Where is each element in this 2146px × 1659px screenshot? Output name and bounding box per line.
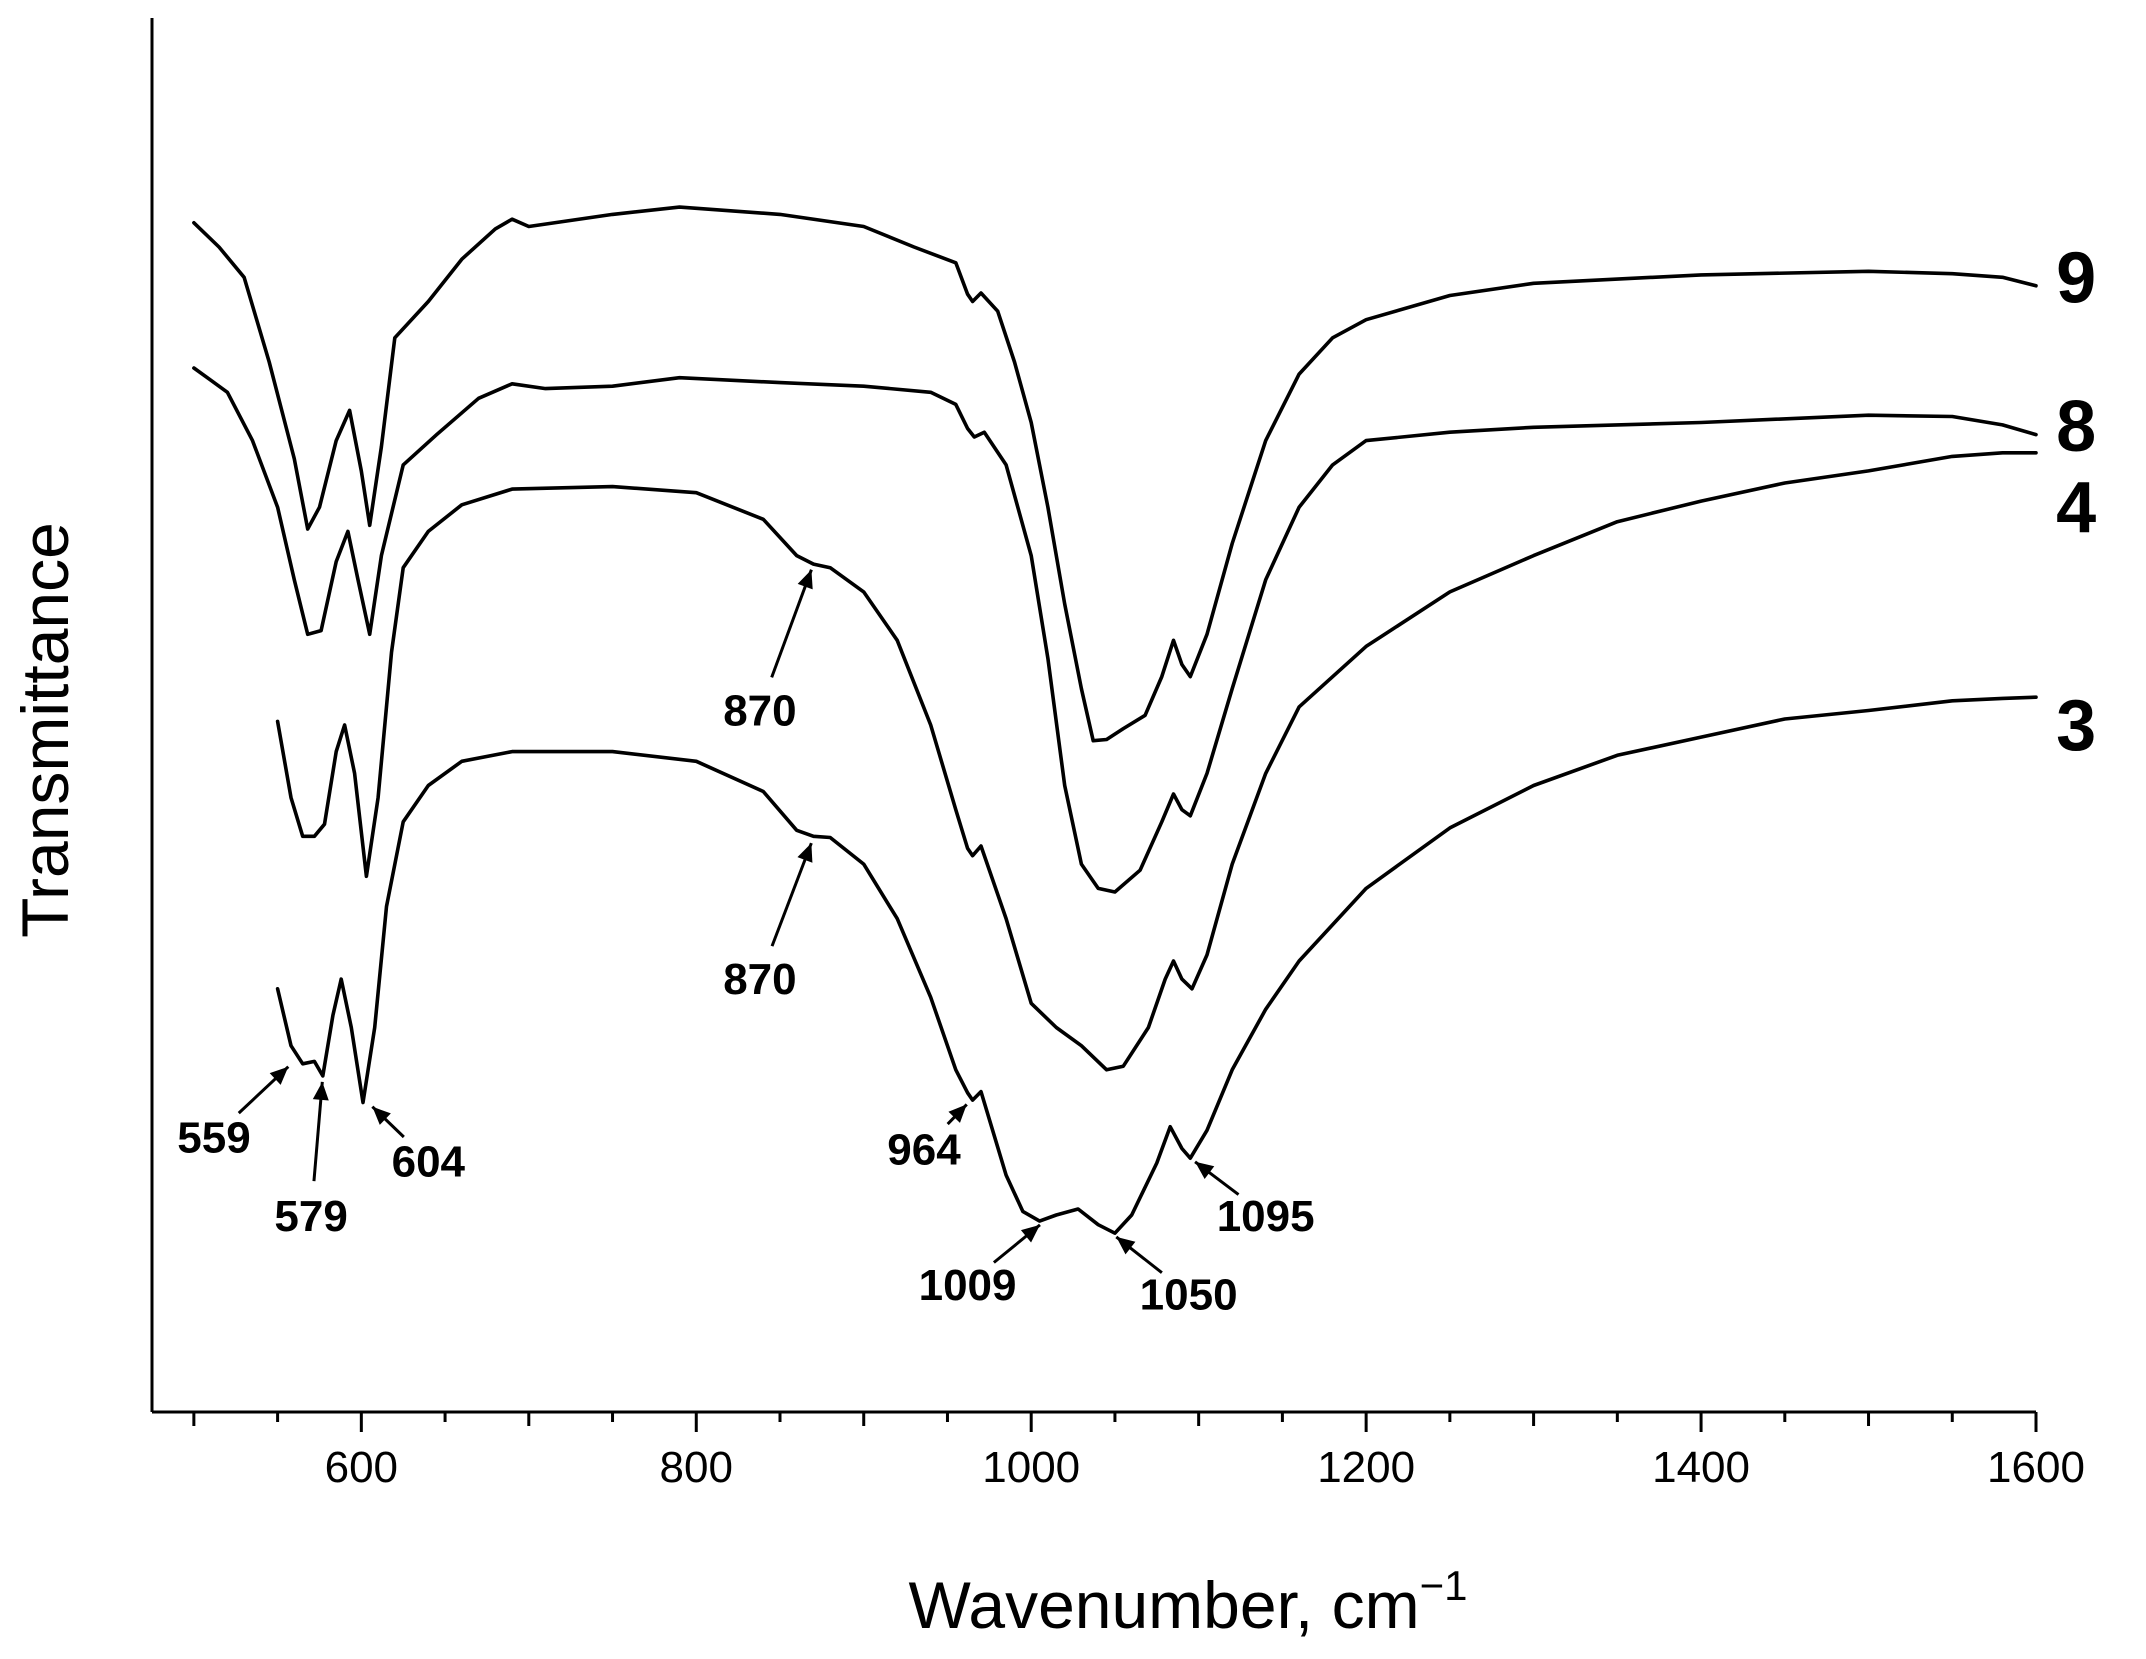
annotation-arrowhead xyxy=(1195,1161,1215,1180)
spectrum-line-3 xyxy=(275,695,2038,1235)
annotation-arrowhead xyxy=(1020,1224,1040,1243)
spectrum-line-8 xyxy=(192,366,2038,894)
series-labels: 9 84 3 xyxy=(2056,238,2096,766)
series-label-8: 8 xyxy=(2056,387,2096,467)
x-axis-title-text: Wavenumber, cm xyxy=(909,1568,1420,1642)
annotation-label-579: 579 xyxy=(274,1192,347,1241)
x-tick-label: 1600 xyxy=(1987,1443,2085,1492)
series-label-4: 4 xyxy=(2056,468,2096,548)
x-axis-tick-labels: 600 800 1000 1200 1400 1600 xyxy=(325,1443,2085,1492)
series-label-3: 3 xyxy=(2056,686,2096,766)
annotation-arrowhead xyxy=(312,1081,329,1101)
annotation-arrow xyxy=(770,842,813,947)
spectrum-line-4 xyxy=(275,451,2038,1072)
annotation-label-1009: 1009 xyxy=(919,1261,1017,1310)
annotation-arrow xyxy=(770,569,813,678)
x-tick-label: 1200 xyxy=(1317,1443,1415,1492)
annotation-label-559: 559 xyxy=(177,1113,250,1162)
annotation-arrowhead xyxy=(1116,1236,1136,1255)
annotation-label-1050: 1050 xyxy=(1140,1271,1238,1320)
annotation-arrowhead xyxy=(797,569,813,590)
x-axis-title: Wavenumber, cm−1 xyxy=(909,1562,1468,1642)
annotation-label-870: 870 xyxy=(723,686,796,735)
annotation-label-964: 964 xyxy=(887,1126,961,1175)
annotation-arrowhead xyxy=(269,1066,289,1085)
x-tick-label: 600 xyxy=(325,1443,398,1492)
annotation-label-870: 870 xyxy=(723,955,796,1004)
axes xyxy=(150,18,2036,1414)
x-axis-title-superscript: −1 xyxy=(1420,1562,1468,1609)
annotation-arrowhead xyxy=(797,843,813,863)
x-tick-label: 1400 xyxy=(1652,1443,1750,1492)
annotation-label-604: 604 xyxy=(392,1138,466,1187)
spectrum-line-9 xyxy=(192,205,2038,743)
x-axis-ticks xyxy=(192,1412,2038,1432)
x-tick-label: 800 xyxy=(660,1443,733,1492)
annotation-arrowhead xyxy=(948,1104,967,1123)
y-axis-title: Transmittance xyxy=(8,522,82,938)
series-label-9: 9 xyxy=(2056,238,2096,318)
annotation-label-1095: 1095 xyxy=(1217,1192,1315,1241)
peak-annotations: 870 870 559 579 604 964 1009 1050 1095 xyxy=(177,569,1315,1320)
annotation-arrowhead xyxy=(372,1106,391,1125)
spectra-series xyxy=(192,205,2038,1235)
x-tick-label: 1000 xyxy=(982,1443,1080,1492)
